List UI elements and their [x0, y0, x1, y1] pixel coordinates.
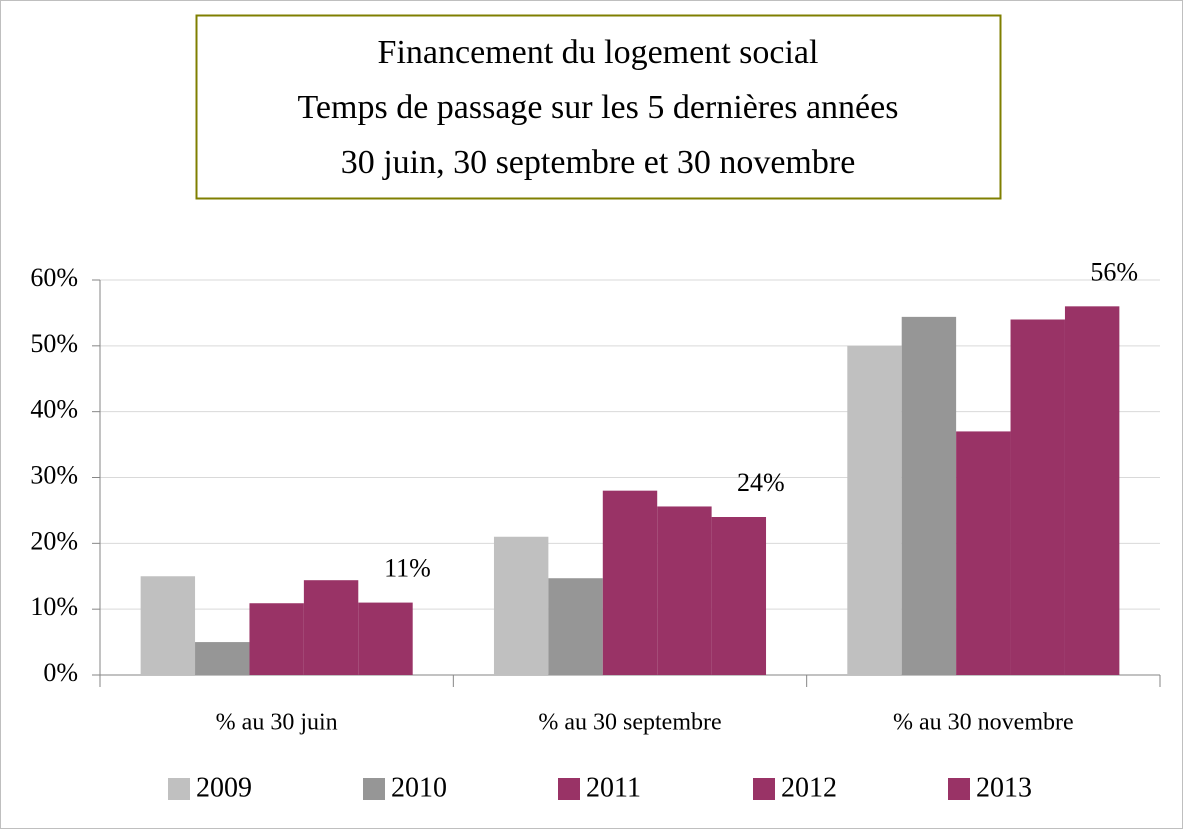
- bar: [847, 345, 902, 675]
- chart-title: Temps de passage sur les 5 dernières ann…: [298, 89, 899, 126]
- y-tick-label: 10%: [30, 592, 78, 621]
- legend-label: 2013: [976, 772, 1032, 803]
- y-tick-label: 50%: [30, 329, 78, 358]
- y-tick-label: 60%: [30, 263, 78, 292]
- bar: [195, 642, 250, 675]
- bar: [657, 506, 712, 675]
- chart-title: 30 juin, 30 septembre et 30 novembre: [341, 144, 856, 181]
- y-tick-label: 0%: [43, 658, 78, 687]
- legend-swatch: [558, 778, 580, 800]
- bar: [358, 602, 413, 675]
- data-label: 56%: [1090, 257, 1138, 286]
- y-tick-label: 20%: [30, 526, 78, 555]
- x-tick-label: % au 30 juin: [216, 710, 338, 736]
- bar: [303, 580, 359, 675]
- x-tick-label: % au 30 novembre: [893, 710, 1074, 736]
- title-box: [195, 14, 1002, 200]
- bar: [1064, 306, 1120, 675]
- bar: [602, 490, 658, 675]
- chart-title: Financement du logement social: [378, 34, 819, 71]
- legend-swatch: [168, 778, 190, 800]
- bar: [249, 603, 304, 675]
- bar: [493, 536, 549, 675]
- legend-swatch: [753, 778, 775, 800]
- y-tick-label: 40%: [30, 395, 78, 424]
- legend-label: 2011: [586, 772, 641, 803]
- legend-label: 2010: [391, 772, 447, 803]
- legend-swatch: [948, 778, 970, 800]
- legend-label: 2009: [196, 772, 252, 803]
- data-label: 11%: [384, 554, 431, 583]
- x-tick-label: % au 30 septembre: [538, 710, 721, 736]
- bar: [956, 431, 1011, 675]
- bar: [711, 517, 767, 675]
- bar: [140, 576, 196, 675]
- legend-label: 2012: [781, 772, 837, 803]
- y-tick-label: 30%: [30, 460, 78, 489]
- legend-swatch: [363, 778, 385, 800]
- bar: [1010, 319, 1065, 675]
- bar: [548, 578, 603, 675]
- data-label: 24%: [737, 468, 785, 497]
- bar: [901, 316, 957, 675]
